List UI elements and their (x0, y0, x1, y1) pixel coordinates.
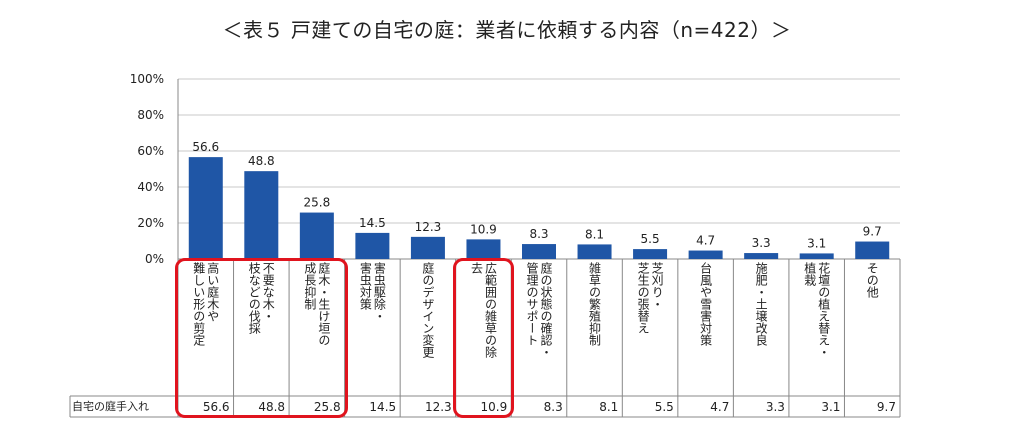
category-label: 害虫駆除・ 害虫対策 (358, 262, 387, 322)
data-label: 3.3 (752, 236, 771, 250)
bar (633, 249, 668, 259)
y-tick-label: 40% (137, 180, 164, 194)
highlight-box (452, 258, 515, 418)
data-label: 8.3 (529, 227, 548, 241)
data-label: 48.8 (248, 154, 275, 168)
data-label: 4.7 (696, 234, 715, 248)
category-label: 芝刈り・ 芝生の張替え (636, 262, 665, 334)
category-label: 花壇の植え替え・ 植栽 (802, 262, 831, 358)
table-cell: 14.5 (369, 400, 397, 414)
category-label: 広範囲の雑草の除 去 (469, 262, 498, 358)
table-row-label: 自宅の庭手入れ (72, 400, 149, 413)
data-label: 10.9 (470, 222, 497, 236)
table-cell: 10.9 (480, 400, 508, 414)
data-label: 3.1 (807, 236, 826, 250)
category-label: 台風や雪害対策 (698, 262, 713, 346)
category-label: 不要な木・ 枝などの伐採 (247, 262, 276, 334)
bar (466, 239, 501, 259)
data-label: 12.3 (415, 220, 442, 234)
data-label: 25.8 (303, 196, 330, 210)
table-cell: 25.8 (313, 400, 341, 414)
bar (577, 244, 612, 259)
y-tick-label: 0% (145, 252, 164, 266)
table-cell: 5.5 (654, 400, 674, 414)
bar (188, 157, 223, 259)
bar (355, 232, 390, 259)
table-cell: 9.7 (876, 400, 896, 414)
bar (799, 253, 834, 259)
table-cell: 4.7 (710, 400, 730, 414)
y-tick-label: 80% (137, 108, 164, 122)
bar (522, 244, 556, 259)
table-cell: 48.8 (258, 400, 286, 414)
chart-title: ＜表５ 戸建ての自宅の庭：業者に依頼する内容（n=422）＞ (222, 18, 792, 42)
category-label: その他 (865, 262, 880, 298)
bar (688, 250, 723, 259)
highlight-box (175, 258, 348, 418)
data-label: 8.1 (585, 227, 604, 241)
data-label: 56.6 (192, 140, 219, 154)
bar (855, 241, 890, 259)
category-label: 庭のデザイン変更 (420, 262, 435, 358)
y-tick-label: 20% (137, 216, 164, 230)
category-label: 高い庭木や 難しい形の剪定 (191, 262, 220, 346)
y-tick-label: 100% (130, 72, 164, 86)
table-cell: 8.1 (599, 400, 619, 414)
bar (410, 236, 445, 259)
table-cell: 8.3 (543, 400, 563, 414)
category-label: 庭の状態の確認・ 管理のサポート (525, 262, 553, 358)
bar (744, 253, 779, 259)
table-cell: 3.1 (821, 400, 841, 414)
table-cell: 56.6 (202, 400, 230, 414)
table-cell: 12.3 (424, 400, 452, 414)
y-tick-label: 60% (137, 144, 164, 158)
table-cell: 3.3 (765, 400, 785, 414)
data-label: 9.7 (863, 225, 882, 239)
data-label: 14.5 (359, 216, 386, 230)
bar (299, 212, 334, 259)
data-label: 5.5 (641, 232, 660, 246)
bar (244, 171, 279, 259)
category-label: 施肥・土壌改良 (754, 262, 769, 346)
category-label: 雑草の繁殖抑制 (587, 262, 602, 346)
category-label: 庭木・生け垣の 成長抑制 (302, 262, 331, 346)
